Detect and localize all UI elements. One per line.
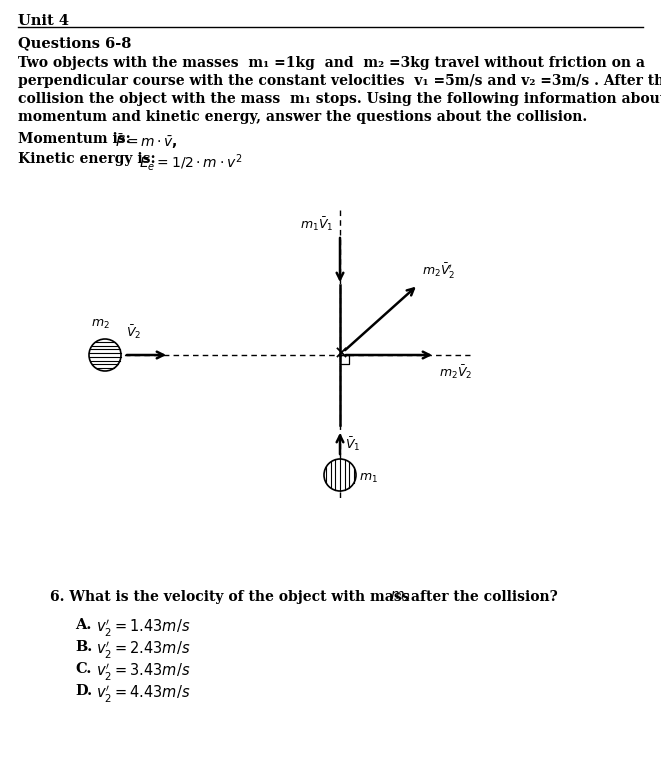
Text: $m_2$: $m_2$ bbox=[91, 318, 109, 331]
Text: A.: A. bbox=[75, 618, 91, 632]
Text: 6. What is the velocity of the object with mass: 6. What is the velocity of the object wi… bbox=[50, 590, 414, 604]
Text: $m_2$: $m_2$ bbox=[390, 590, 410, 604]
Text: Unit 4: Unit 4 bbox=[18, 14, 69, 28]
Text: $v_2' =4.43m/s$: $v_2' =4.43m/s$ bbox=[96, 684, 190, 705]
Text: $v_2' =3.43m/s$: $v_2' =3.43m/s$ bbox=[96, 662, 190, 683]
Text: $\bar{V}_2$: $\bar{V}_2$ bbox=[126, 324, 141, 341]
Text: perpendicular course with the constant velocities  v₁ =5m/s and v₂ =3m/s . After: perpendicular course with the constant v… bbox=[18, 74, 661, 88]
Text: D.: D. bbox=[75, 684, 92, 698]
Text: $m_2\bar{V}_2$: $m_2\bar{V}_2$ bbox=[439, 363, 473, 381]
Text: collision the object with the mass  m₁ stops. Using the following information ab: collision the object with the mass m₁ st… bbox=[18, 92, 661, 106]
Text: $\bar{P}=m\cdot\bar{v}$,: $\bar{P}=m\cdot\bar{v}$, bbox=[115, 132, 178, 150]
Text: Momentum is:: Momentum is: bbox=[18, 132, 136, 146]
Text: $m_2\bar{V}_2'$: $m_2\bar{V}_2'$ bbox=[422, 261, 455, 280]
Text: Two objects with the masses  m₁ =1kg  and  m₂ =3kg travel without friction on a: Two objects with the masses m₁ =1kg and … bbox=[18, 56, 645, 70]
Text: $m_1$: $m_1$ bbox=[359, 471, 378, 485]
Text: $v_2' =1.43m/s$: $v_2' =1.43m/s$ bbox=[96, 618, 190, 639]
Text: Kinetic energy is:: Kinetic energy is: bbox=[18, 152, 161, 166]
Text: $m_1\bar{V}_1$: $m_1\bar{V}_1$ bbox=[300, 215, 334, 233]
Text: Questions 6-8: Questions 6-8 bbox=[18, 36, 132, 50]
Circle shape bbox=[89, 339, 121, 371]
Text: B.: B. bbox=[75, 640, 93, 654]
Text: $v_2' =2.43m/s$: $v_2' =2.43m/s$ bbox=[96, 640, 190, 661]
Text: $\bar{V}_1$: $\bar{V}_1$ bbox=[345, 435, 360, 453]
Circle shape bbox=[324, 459, 356, 491]
Text: C.: C. bbox=[75, 662, 91, 676]
Text: ✕: ✕ bbox=[334, 345, 349, 363]
Text: after the collision?: after the collision? bbox=[406, 590, 558, 604]
Text: $E_e=1/2\cdot m\cdot v^2$: $E_e=1/2\cdot m\cdot v^2$ bbox=[139, 152, 242, 173]
Text: momentum and kinetic energy, answer the questions about the collision.: momentum and kinetic energy, answer the … bbox=[18, 110, 587, 124]
